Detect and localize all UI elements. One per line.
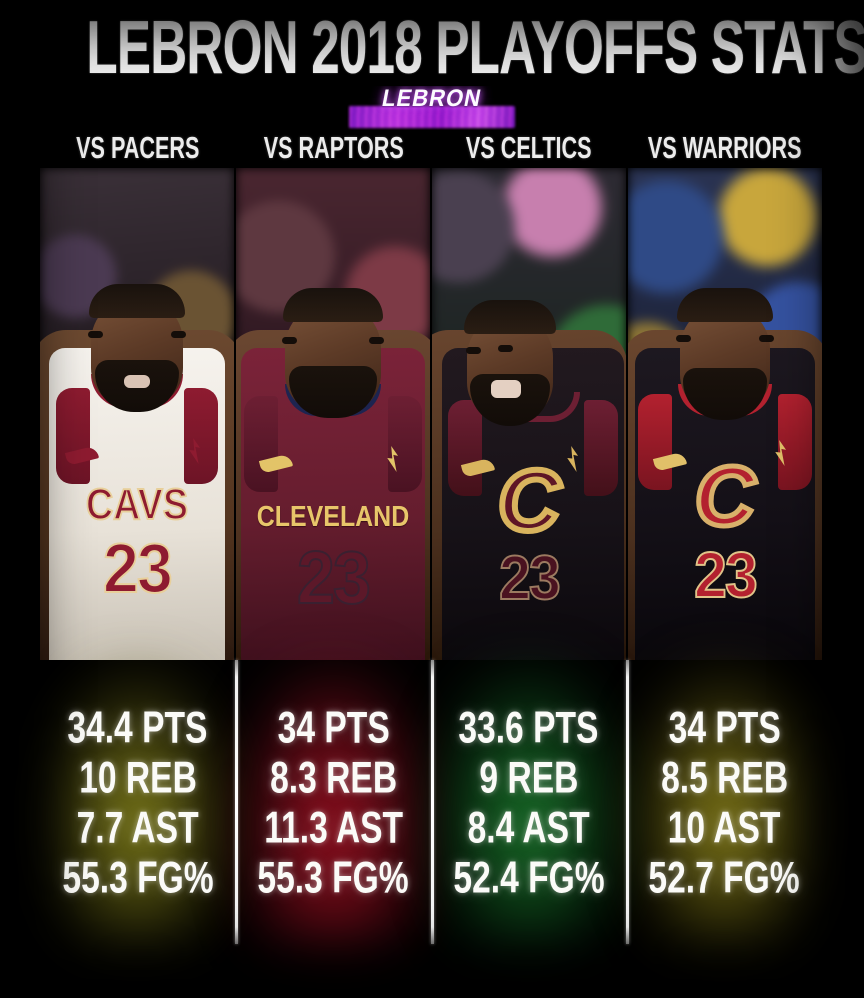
stat-reb: 9 REB: [479, 753, 579, 803]
watermark-band: [349, 106, 515, 128]
player-photo-celtics: C 23: [432, 168, 628, 660]
column-divider-2: [431, 660, 434, 944]
stats-column-warriors: 34 PTS 8.5 REB 10 AST 52.7 FG%: [627, 660, 823, 946]
matchup-header-celtics: VS CELTICS: [465, 130, 592, 165]
jersey-team-text: C: [692, 449, 758, 543]
column-divider-1: [235, 660, 238, 944]
jersey-number: 23: [102, 528, 174, 608]
player-figure: CLEVELAND 23: [236, 168, 430, 660]
player-photo-strip: CAVS 23 CLEVELAND 23: [40, 168, 822, 660]
column-glow: [630, 664, 818, 946]
stat-pts: 34 PTS: [668, 703, 781, 753]
player-figure: C 23: [628, 168, 822, 660]
stat-pts: 34.4 PTS: [67, 703, 208, 753]
stat-reb: 8.3 REB: [269, 753, 397, 803]
matchup-header-pacers: VS PACERS: [76, 130, 200, 165]
jersey-team-text: CAVS: [85, 479, 189, 530]
stat-ast: 7.7 AST: [76, 803, 199, 853]
stat-fg: 55.3 FG%: [62, 853, 214, 903]
player-photo-warriors: C 23: [628, 168, 822, 660]
stats-grid: 34.4 PTS 10 REB 7.7 AST 55.3 FG% 34 PTS …: [40, 660, 822, 946]
jersey-team-text: C: [495, 453, 563, 549]
stat-ast: 11.3 AST: [263, 803, 403, 853]
jersey-team-text: CLEVELAND: [256, 501, 410, 533]
stat-pts: 33.6 PTS: [458, 703, 599, 753]
column-glow: [239, 664, 427, 946]
jersey-number: 23: [296, 535, 372, 620]
stat-ast: 10 AST: [667, 803, 781, 853]
stat-fg: 52.4 FG%: [453, 853, 605, 903]
column-glow: [435, 664, 623, 946]
jersey-number: 23: [498, 543, 561, 614]
player-figure: C 23: [432, 168, 626, 660]
stat-reb: 10 REB: [78, 753, 197, 803]
matchup-header-raptors: VS RAPTORS: [263, 130, 404, 165]
stat-pts: 34 PTS: [277, 703, 390, 753]
page-title: LEBRON 2018 PLAYOFFS STATS: [86, 4, 864, 90]
stat-fg: 52.7 FG%: [648, 853, 800, 903]
matchup-header-row: VS PACERS VS RAPTORS VS CELTICS VS WARRI…: [40, 130, 822, 165]
column-glow: [44, 664, 232, 946]
column-divider-3: [626, 660, 629, 944]
jersey-number: 23: [693, 538, 759, 612]
player-figure: CAVS 23: [40, 168, 234, 660]
stat-reb: 8.5 REB: [660, 753, 788, 803]
stat-fg: 55.3 FG%: [257, 853, 409, 903]
stat-ast: 8.4 AST: [467, 803, 590, 853]
stats-column-celtics: 33.6 PTS 9 REB 8.4 AST 52.4 FG%: [431, 660, 627, 946]
stats-column-pacers: 34.4 PTS 10 REB 7.7 AST 55.3 FG%: [40, 660, 236, 946]
channel-watermark: LEBRON: [347, 86, 517, 130]
stats-column-raptors: 34 PTS 8.3 REB 11.3 AST 55.3 FG%: [236, 660, 432, 946]
matchup-header-warriors: VS WARRIORS: [647, 130, 802, 165]
watermark-word: LEBRON: [380, 86, 485, 112]
player-photo-pacers: CAVS 23: [40, 168, 236, 660]
player-photo-raptors: CLEVELAND 23: [236, 168, 432, 660]
